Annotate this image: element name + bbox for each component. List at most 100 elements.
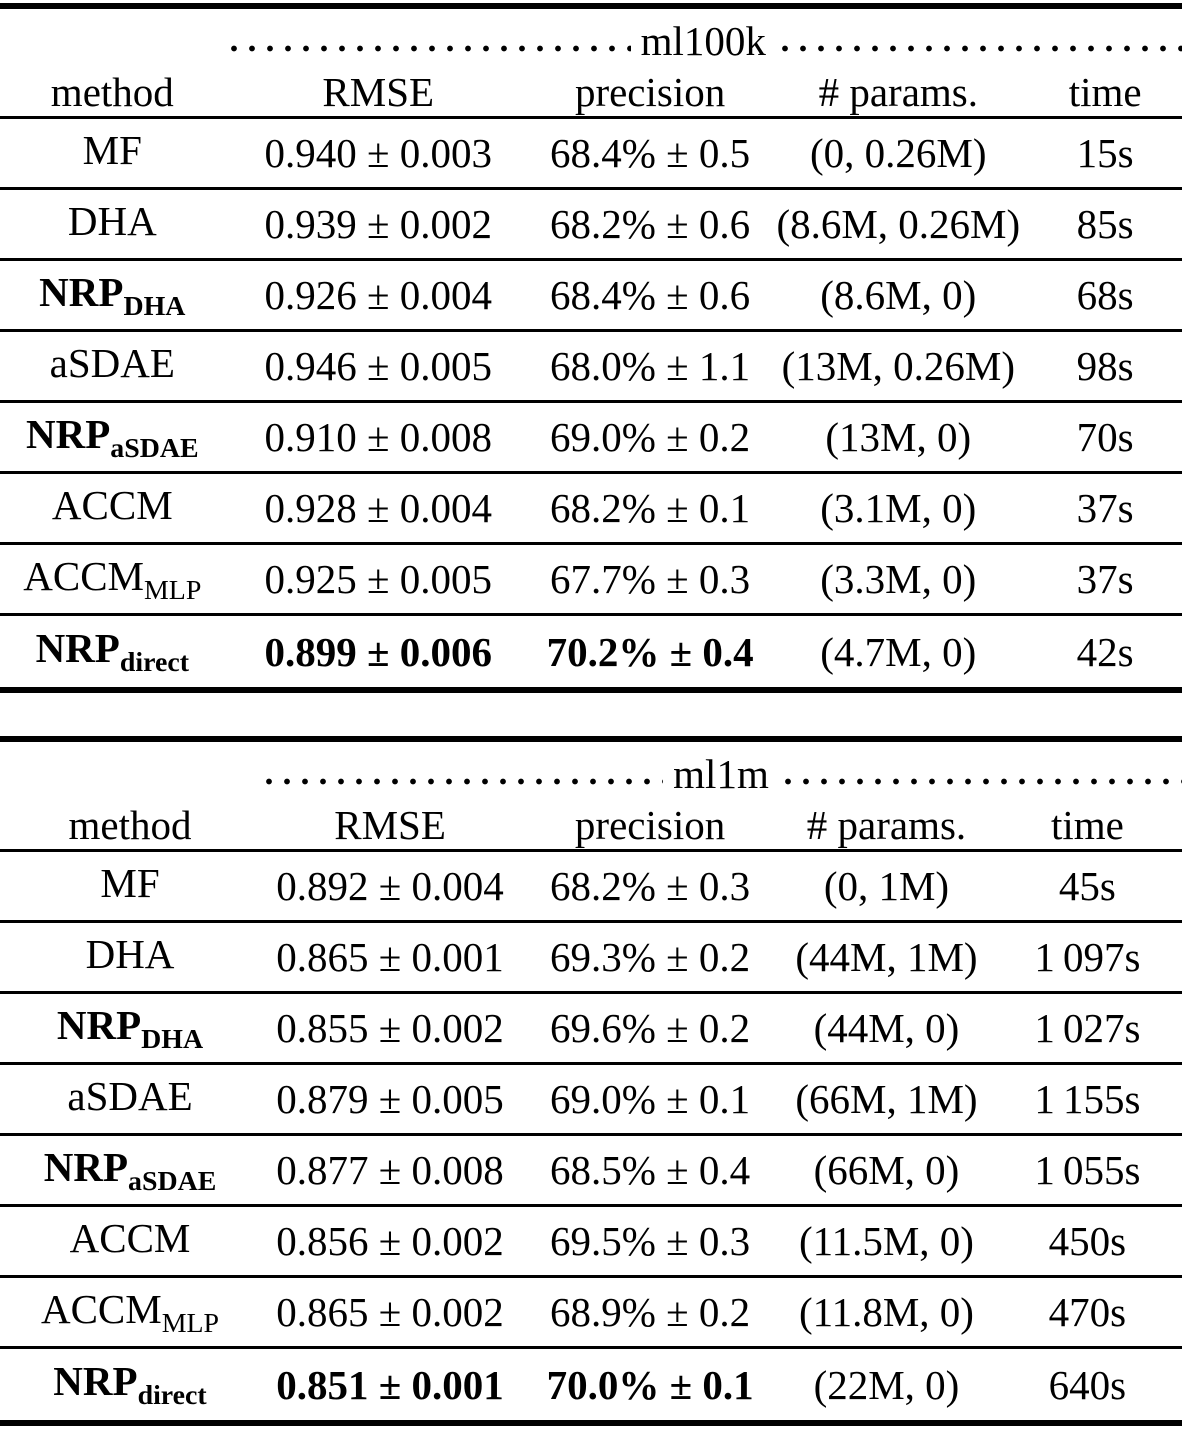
method-cell: NRPdirect bbox=[0, 624, 225, 679]
rmse-cell: 0.855 ± 0.002 bbox=[276, 1005, 504, 1051]
method-cell: MF bbox=[0, 859, 260, 914]
params-cell: (3.3M, 0) bbox=[820, 556, 977, 602]
method-cell: DHA bbox=[0, 197, 225, 252]
column-header: precision bbox=[574, 801, 726, 848]
table-row: ACCMMLP 0.925 ± 0.005 67.7% ± 0.3 (3.3M,… bbox=[0, 545, 1182, 616]
method-label: ACCMMLP bbox=[23, 552, 201, 607]
method-label: MF bbox=[83, 126, 142, 181]
table-row: ACCMMLP 0.865 ± 0.002 68.9% ± 0.2 (11.8M… bbox=[0, 1278, 1182, 1349]
params-cell: (44M, 0) bbox=[813, 1005, 960, 1051]
column-header-row: method RMSE precision # params. time bbox=[0, 800, 1182, 852]
params-cell: (13M, 0.26M) bbox=[781, 343, 1016, 389]
params-cell: (11.5M, 0) bbox=[798, 1218, 974, 1264]
params-cell: (44M, 1M) bbox=[795, 934, 978, 980]
precision-cell: 69.3% ± 0.2 bbox=[550, 934, 751, 980]
table-row: DHA 0.939 ± 0.002 68.2% ± 0.6 (8.6M, 0.2… bbox=[0, 190, 1182, 261]
params-cell: (4.7M, 0) bbox=[820, 628, 977, 675]
column-header: method bbox=[50, 68, 174, 115]
table-row: NRPDHA 0.855 ± 0.002 69.6% ± 0.2 (44M, 0… bbox=[0, 994, 1182, 1065]
method-label: NRPaSDAE bbox=[44, 1143, 217, 1198]
precision-cell: 68.4% ± 0.6 bbox=[550, 272, 751, 318]
precision-cell: 68.2% ± 0.1 bbox=[550, 485, 751, 531]
time-cell: 37s bbox=[1076, 485, 1134, 531]
time-cell: 470s bbox=[1048, 1289, 1127, 1335]
params-cell: (3.1M, 0) bbox=[820, 485, 977, 531]
rmse-cell: 0.946 ± 0.005 bbox=[264, 343, 492, 389]
method-label: NRPdirect bbox=[36, 624, 189, 679]
dataset-name: ml1m bbox=[673, 751, 769, 797]
method-name: ACCM bbox=[40, 1285, 162, 1332]
column-header-row: method RMSE precision # params. time bbox=[0, 67, 1182, 119]
time-cell: 98s bbox=[1076, 343, 1134, 389]
rmse-cell: 0.939 ± 0.002 bbox=[264, 201, 492, 247]
method-label: aSDAE bbox=[67, 1072, 192, 1127]
method-label: DHA bbox=[86, 930, 175, 985]
dotted-leader-left bbox=[224, 44, 631, 52]
dataset-name: ml100k bbox=[640, 18, 766, 64]
precision-cell: 68.9% ± 0.2 bbox=[550, 1289, 751, 1335]
rmse-cell: 0.856 ± 0.002 bbox=[276, 1218, 504, 1264]
table-row: ACCM 0.856 ± 0.002 69.5% ± 0.3 (11.5M, 0… bbox=[0, 1207, 1182, 1278]
table-row: aSDAE 0.879 ± 0.005 69.0% ± 0.1 (66M, 1M… bbox=[0, 1065, 1182, 1136]
precision-cell: 69.5% ± 0.3 bbox=[550, 1218, 751, 1264]
rmse-cell: 0.892 ± 0.004 bbox=[276, 863, 504, 909]
params-cell: (66M, 0) bbox=[813, 1147, 960, 1193]
params-cell: (66M, 1M) bbox=[795, 1076, 978, 1122]
results-table-ml100k: ml100k method RMSE precision # params. time … bbox=[0, 3, 1182, 693]
method-cell: ACCM bbox=[0, 1214, 260, 1269]
time-cell: 450s bbox=[1048, 1218, 1127, 1264]
dotted-leader-right bbox=[775, 44, 1182, 52]
table-row: MF 0.892 ± 0.004 68.2% ± 0.3 (0, 1M) 45s bbox=[0, 852, 1182, 923]
table-row: ACCM 0.928 ± 0.004 68.2% ± 0.1 (3.1M, 0)… bbox=[0, 474, 1182, 545]
dataset-title: ml1m bbox=[260, 744, 1182, 798]
method-name: NRP bbox=[26, 410, 111, 457]
rmse-cell: 0.877 ± 0.008 bbox=[276, 1147, 504, 1193]
time-cell: 1 027s bbox=[1034, 1005, 1141, 1051]
params-cell: (0, 1M) bbox=[823, 863, 950, 909]
dataset-title-row: ml100k bbox=[0, 9, 1182, 67]
params-cell: (22M, 0) bbox=[813, 1361, 960, 1408]
time-cell: 70s bbox=[1076, 414, 1134, 460]
params-cell: (11.8M, 0) bbox=[798, 1289, 974, 1335]
method-name: ACCM bbox=[69, 1214, 191, 1261]
method-name: NRP bbox=[39, 268, 124, 315]
method-subscript: DHA bbox=[123, 290, 186, 322]
method-name: aSDAE bbox=[49, 339, 175, 386]
precision-cell: 69.0% ± 0.1 bbox=[550, 1076, 751, 1122]
method-cell: ACCM bbox=[0, 481, 225, 536]
method-subscript: aSDAE bbox=[110, 432, 199, 464]
precision-cell: 68.2% ± 0.3 bbox=[550, 863, 751, 909]
dotted-leader-left bbox=[260, 777, 664, 785]
column-header: # params. bbox=[818, 68, 978, 115]
time-cell: 37s bbox=[1076, 556, 1134, 602]
method-cell: NRPDHA bbox=[0, 268, 225, 323]
method-name: DHA bbox=[67, 197, 157, 244]
method-label: NRPaSDAE bbox=[26, 410, 199, 465]
results-table-ml1m: ml1m method RMSE precision # params. time MF… bbox=[0, 736, 1182, 1426]
tables-root: ml100k method RMSE precision # params. time … bbox=[0, 3, 1182, 1426]
params-cell: (8.6M, 0.26M) bbox=[776, 201, 1021, 247]
method-subscript: direct bbox=[119, 646, 189, 678]
column-header: time bbox=[1050, 801, 1124, 848]
table-row: NRPDHA 0.926 ± 0.004 68.4% ± 0.6 (8.6M, … bbox=[0, 261, 1182, 332]
dotted-leader-right bbox=[778, 777, 1182, 785]
time-cell: 1 155s bbox=[1034, 1076, 1141, 1122]
method-cell: NRPaSDAE bbox=[0, 1143, 260, 1198]
time-cell: 42s bbox=[1076, 628, 1134, 675]
method-cell: ACCMMLP bbox=[0, 1285, 260, 1340]
method-label: ACCM bbox=[52, 481, 173, 536]
table-row: aSDAE 0.946 ± 0.005 68.0% ± 1.1 (13M, 0.… bbox=[0, 332, 1182, 403]
method-name: aSDAE bbox=[67, 1072, 193, 1119]
method-name: MF bbox=[100, 859, 160, 906]
time-cell: 1 097s bbox=[1034, 934, 1141, 980]
table-row: NRPaSDAE 0.877 ± 0.008 68.5% ± 0.4 (66M,… bbox=[0, 1136, 1182, 1207]
column-header: RMSE bbox=[322, 68, 435, 115]
method-name: NRP bbox=[53, 1358, 138, 1405]
rmse-cell: 0.940 ± 0.003 bbox=[264, 130, 492, 176]
table-top-rule bbox=[0, 736, 1182, 742]
params-cell: (0, 0.26M) bbox=[810, 130, 987, 176]
method-label: ACCMMLP bbox=[41, 1285, 219, 1340]
method-name: NRP bbox=[56, 1001, 142, 1048]
method-name: MF bbox=[82, 126, 142, 173]
precision-cell: 68.5% ± 0.4 bbox=[550, 1147, 751, 1193]
